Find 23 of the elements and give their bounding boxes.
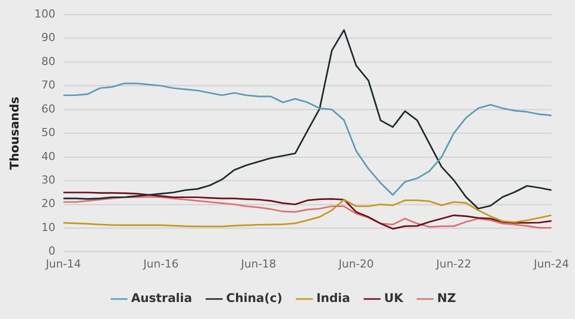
legend-label: India [316,291,350,306]
y-tick-label: 80 [41,54,56,68]
legend-label: Australia [131,291,192,306]
y-tick-label: 10 [41,220,56,234]
y-tick-label: 0 [48,244,56,258]
y-tick-label: 50 [41,126,56,140]
y-tick-label: 20 [41,197,56,210]
legend-label: China(c) [226,291,282,306]
x-tick-label: Jun-22 [435,257,472,270]
x-tick-label: Jun-16 [142,257,179,270]
y-tick-label: 30 [41,174,56,186]
legend-label: UK [384,291,404,306]
legend-label: NZ [437,291,456,306]
x-tick-label: Jun-18 [240,257,276,270]
x-tick-label: Jun-24 [532,257,569,270]
x-tick-label: Jun-14 [44,257,81,270]
x-tick-label: Jun-20 [338,257,374,270]
y-tick-label: 90 [41,31,56,44]
y-tick-label: 40 [41,150,56,163]
y-tick-label: 100 [34,7,56,20]
y-tick-label: 60 [41,102,56,116]
y-axis-title: Thousands [7,96,22,170]
y-tick-label: 70 [41,78,56,92]
